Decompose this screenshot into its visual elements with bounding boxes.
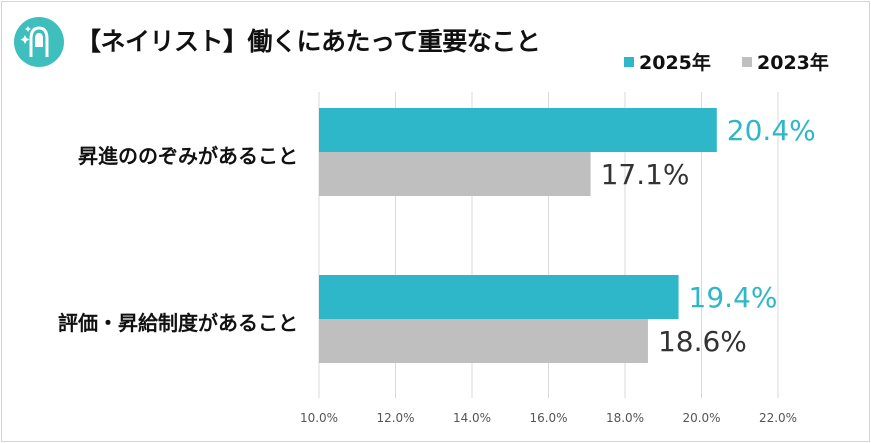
category-label: 昇進ののぞみがあること bbox=[78, 144, 298, 168]
chart-title: 【ネイリスト】働くにあたって重要なこと bbox=[76, 27, 541, 56]
x-tick-label: 18.0% bbox=[606, 411, 644, 425]
x-tick-label: 16.0% bbox=[529, 411, 567, 425]
legend-item-2025: 2025年 bbox=[624, 48, 711, 75]
bar bbox=[319, 152, 591, 196]
legend-swatch-2023 bbox=[742, 57, 752, 67]
x-tick-label: 22.0% bbox=[759, 411, 797, 425]
data-label: 17.1% bbox=[601, 158, 690, 191]
data-label: 20.4% bbox=[727, 114, 816, 147]
x-tick-label: 12.0% bbox=[376, 411, 414, 425]
nail-hand-icon bbox=[14, 17, 64, 67]
legend-swatch-2025 bbox=[624, 57, 634, 67]
legend-label-2025: 2025年 bbox=[639, 52, 711, 74]
category-label: 評価・昇給制度があること bbox=[58, 311, 298, 335]
bar bbox=[319, 275, 679, 319]
legend-label-2023: 2023年 bbox=[757, 52, 829, 74]
x-tick-label: 14.0% bbox=[453, 411, 491, 425]
legend-item-2023: 2023年 bbox=[742, 48, 829, 75]
data-label: 18.6% bbox=[658, 325, 747, 358]
bar bbox=[319, 108, 717, 152]
bar bbox=[319, 319, 648, 363]
x-tick-label: 10.0% bbox=[300, 411, 338, 425]
x-tick-label: 20.0% bbox=[682, 411, 720, 425]
data-label: 19.4% bbox=[689, 281, 778, 314]
